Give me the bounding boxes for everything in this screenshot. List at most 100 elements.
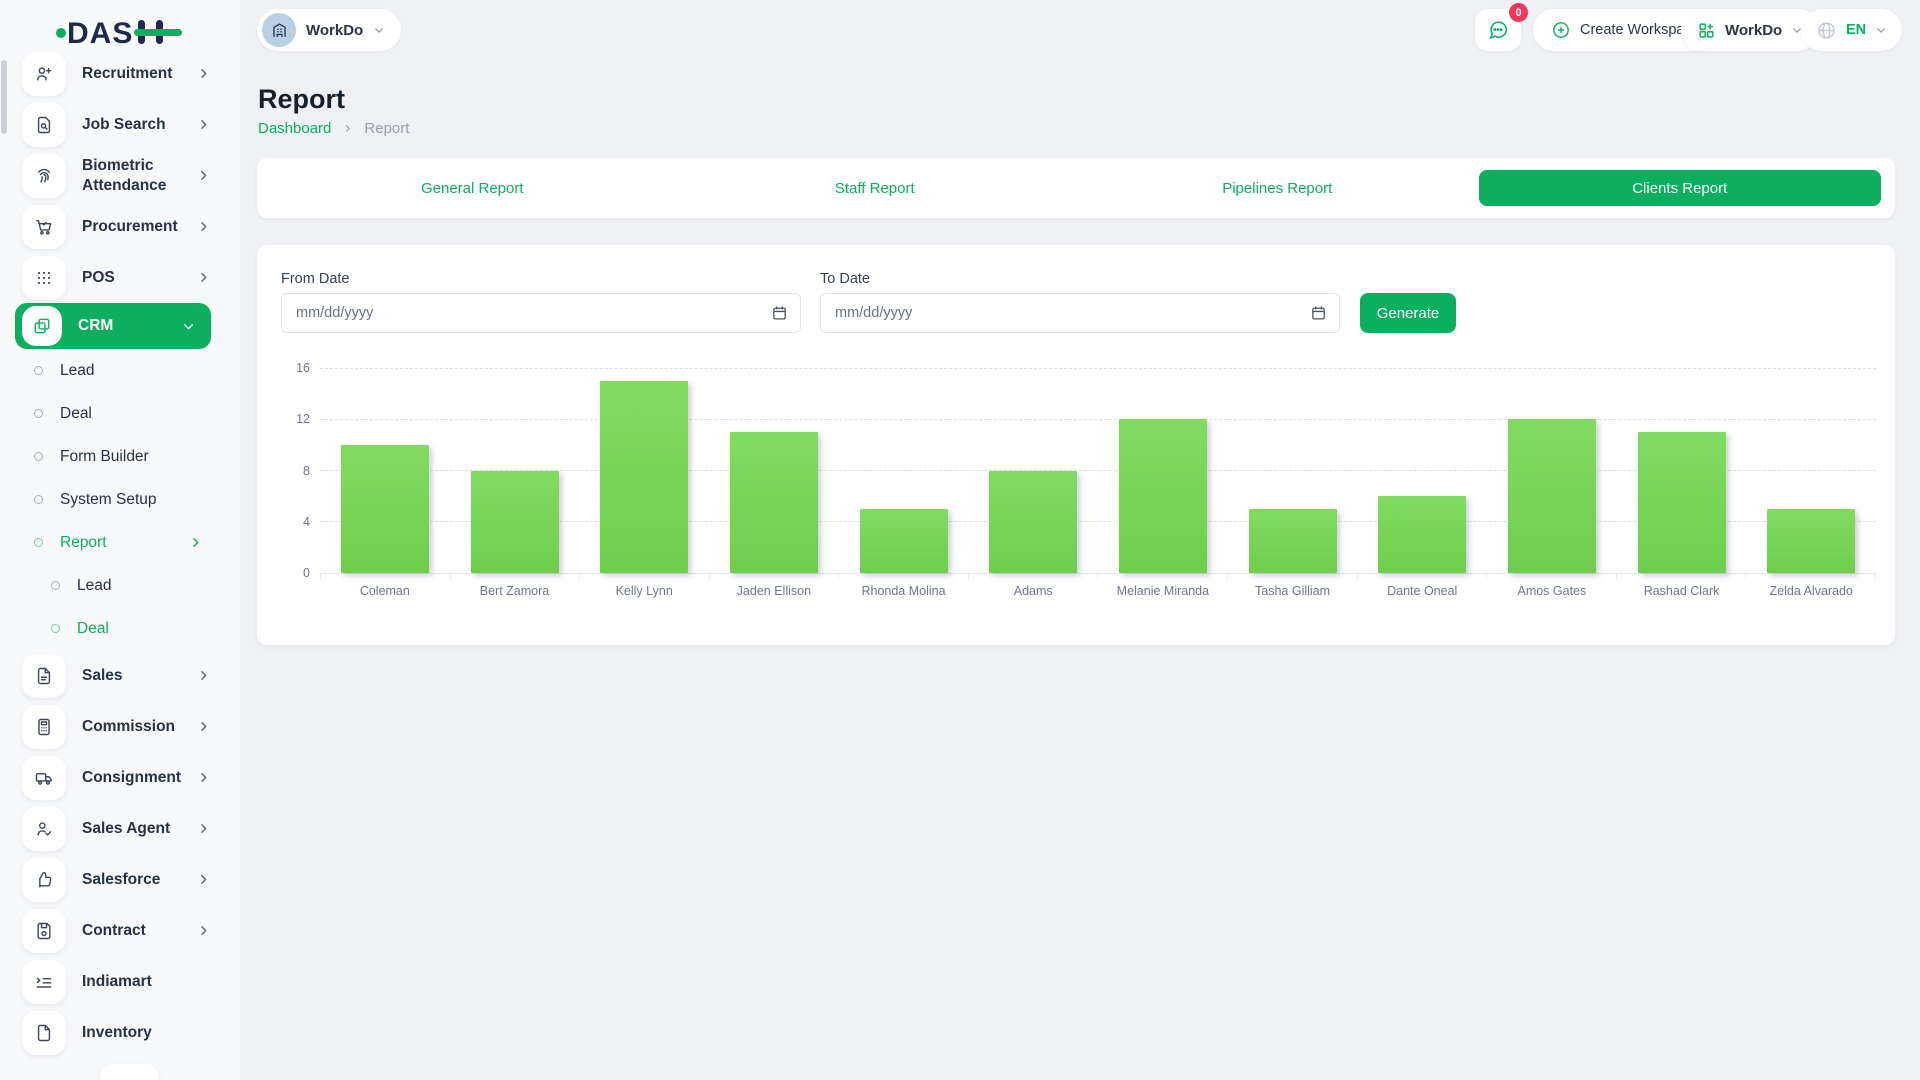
bar-slot-rashad-clark: [1617, 432, 1747, 573]
file-icon: [22, 1010, 66, 1055]
tab-general-report[interactable]: General Report: [420, 179, 524, 197]
x-axis-label-bert-zamora: Bert Zamora: [479, 584, 550, 598]
floppy-icon: [22, 908, 66, 953]
sidebar-item-biometric-attendance[interactable]: Biometric Attendance: [0, 150, 240, 201]
chevron-down-icon: [373, 24, 385, 36]
fingerprint-icon: [22, 153, 66, 198]
truck-icon: [22, 755, 66, 800]
tab-staff-report[interactable]: Staff Report: [834, 179, 915, 197]
bar-dante-oneal[interactable]: [1378, 496, 1467, 573]
x-axis-label-melanie-miranda: Melanie Miranda: [1116, 584, 1210, 598]
bar-slot-dante-oneal: [1357, 496, 1487, 573]
bullet-icon: [34, 538, 43, 547]
cart-icon: [22, 204, 66, 249]
sidebar-item-indiamart[interactable]: Indiamart: [0, 956, 240, 1007]
bar-coleman[interactable]: [340, 444, 429, 573]
tick: [838, 573, 968, 579]
clients-report-chart: 0 4 8 12 16 Coleman Bert Zamora Kelly Lynn Jaden…: [296, 361, 1876, 598]
bar-slot-tasha-gilliam: [1228, 508, 1358, 573]
sidebar-item-pos[interactable]: POS: [0, 252, 240, 303]
calendar-icon[interactable]: [1310, 304, 1327, 321]
user-plus-icon: [22, 51, 66, 96]
sidebar-item-recruitment[interactable]: Recruitment: [0, 48, 240, 99]
sidebar-item-job-search[interactable]: Job Search: [0, 99, 240, 150]
to-date-label: To Date: [820, 271, 870, 287]
brand-logo[interactable]: DAS: [52, 12, 212, 57]
sidebar-item-deal-l2[interactable]: Deal: [0, 607, 240, 650]
sidebar-item-inventory[interactable]: Inventory: [0, 1007, 240, 1058]
sidebar-item-commission[interactable]: Commission: [0, 701, 240, 752]
sidebar-item-partially-visible[interactable]: [100, 1064, 158, 1080]
list-arrow-icon: [22, 959, 66, 1004]
bullet-icon: [51, 624, 60, 633]
sidebar-item-deal-l1[interactable]: Deal: [0, 392, 240, 435]
bar-slot-jaden-ellison: [709, 432, 839, 573]
workspace-switcher[interactable]: WorkDo: [257, 9, 402, 51]
tick: [1097, 573, 1227, 579]
language-selector[interactable]: EN: [1801, 9, 1903, 51]
workspace-menu[interactable]: WorkDo: [1681, 9, 1820, 51]
sidebar-item-procurement[interactable]: Procurement: [0, 201, 240, 252]
x-axis-label-zelda-alvarado: Zelda Alvarado: [1769, 584, 1853, 598]
svg-text:DAS: DAS: [67, 17, 133, 50]
page-title: Report: [258, 84, 345, 114]
calculator-icon: [22, 704, 66, 749]
bar-jaden-ellison[interactable]: [729, 432, 818, 573]
bar-zelda-alvarado[interactable]: [1767, 508, 1856, 573]
bar-kelly-lynn[interactable]: [600, 380, 689, 573]
tick: [320, 573, 450, 579]
sidebar-item-sales-agent[interactable]: Sales Agent: [0, 803, 240, 854]
sidebar-item-contract[interactable]: Contract: [0, 905, 240, 956]
bar-rashad-clark[interactable]: [1637, 432, 1726, 573]
breadcrumb-dashboard-link[interactable]: Dashboard: [258, 120, 332, 137]
sidebar-item-sales[interactable]: Sales: [0, 650, 240, 701]
calendar-icon[interactable]: [771, 304, 788, 321]
bar-adams[interactable]: [989, 470, 1078, 573]
y-axis-label-12: 12: [296, 412, 310, 427]
chevron-down-icon: [1875, 24, 1887, 36]
chat-bubble-icon: [1489, 21, 1508, 40]
gridline-y12: [320, 419, 1876, 420]
chevron-right-icon: [197, 771, 210, 784]
tab-pipelines-report[interactable]: Pipelines Report: [1222, 179, 1333, 197]
chevron-right-icon: [189, 536, 202, 549]
create-workspace-label: Create Workspace: [1580, 22, 1700, 38]
workspace-avatar: [262, 13, 296, 47]
sidebar-item-consignment[interactable]: Consignment: [0, 752, 240, 803]
bar-slot-kelly-lynn: [579, 380, 709, 573]
dash-logo-graphic: DAS: [56, 17, 182, 50]
sidebar-item-lead-l2[interactable]: Lead: [0, 564, 240, 607]
gridline-y8: [320, 470, 1876, 471]
sidebar-item-report-l1[interactable]: Report: [0, 521, 240, 564]
chevron-right-icon: [197, 67, 210, 80]
tick: [579, 573, 709, 579]
to-date-input[interactable]: [820, 293, 1340, 333]
gridline-y16: [320, 368, 1876, 369]
bar-melanie-miranda[interactable]: [1118, 419, 1207, 573]
tick: [1356, 573, 1487, 579]
bar-slot-zelda-alvarado: [1746, 508, 1876, 573]
sidebar-item-lead-l1[interactable]: Lead: [0, 349, 240, 392]
tick: [1486, 573, 1616, 579]
sidebar-item-form-builder-l1[interactable]: Form Builder: [0, 435, 240, 478]
sidebar-item-system-setup-l1[interactable]: System Setup: [0, 478, 240, 521]
tab-clients-report[interactable]: Clients Report: [1478, 170, 1881, 206]
bar-bert-zamora[interactable]: [470, 470, 559, 573]
file-lines-icon: [22, 653, 66, 698]
chevron-right-icon: [197, 822, 210, 835]
bar-slot-adams: [968, 470, 1098, 573]
sidebar: DAS Recruitment Job Search Biometric Atten…: [0, 0, 240, 1080]
messages-button[interactable]: 0: [1475, 3, 1528, 51]
y-axis-label-8: 8: [303, 463, 310, 478]
chevron-right-icon: [197, 169, 210, 182]
bar-tasha-gilliam[interactable]: [1248, 508, 1337, 573]
bar-amos-gates[interactable]: [1507, 419, 1596, 573]
sidebar-item-crm[interactable]: CRM: [15, 303, 211, 349]
bullet-icon: [34, 495, 43, 504]
bar-rhonda-molina[interactable]: [859, 508, 948, 573]
generate-button[interactable]: Generate: [1360, 293, 1456, 333]
thumbs-up-icon: [22, 857, 66, 902]
sidebar-item-salesforce[interactable]: Salesforce: [0, 854, 240, 905]
from-date-input[interactable]: [281, 293, 801, 333]
sidebar-scrollbar[interactable]: [1, 60, 7, 134]
